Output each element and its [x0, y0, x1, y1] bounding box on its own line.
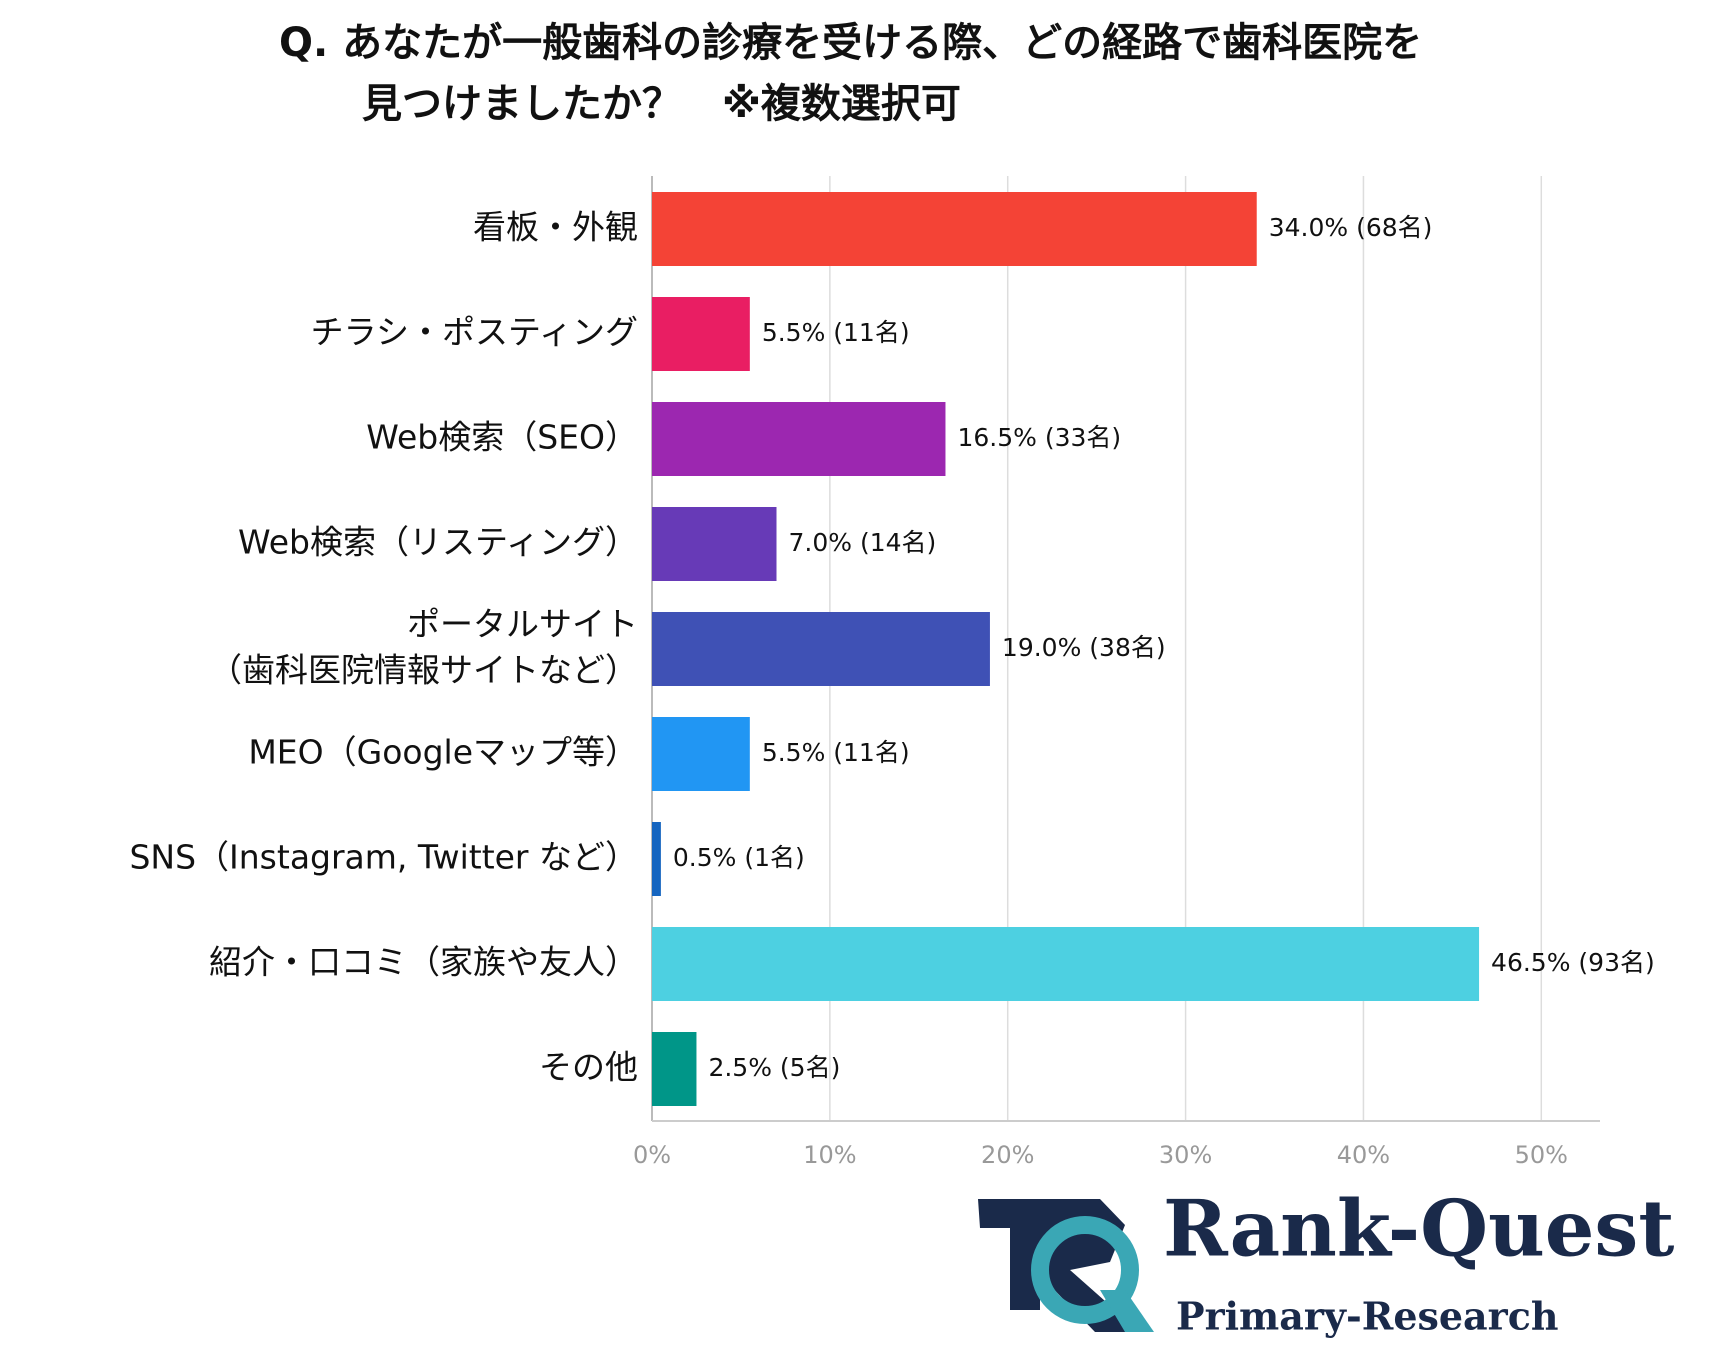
y-tick-label: SNS（Instagram, Twitter など） — [129, 838, 638, 877]
x-tick-label: 20% — [981, 1141, 1034, 1169]
bar — [652, 927, 1480, 1001]
x-tick-label: 0% — [633, 1141, 671, 1169]
bar — [652, 822, 661, 896]
chart-title: 見つけましたか？ ※複数選択可 — [362, 81, 961, 127]
logo-icon — [1031, 1216, 1139, 1324]
bar — [652, 612, 990, 686]
y-tick-label: ポータルサイト — [407, 605, 638, 644]
bar — [652, 192, 1257, 266]
y-tick-label: Web検索（SEO） — [366, 418, 638, 457]
x-tick-label: 30% — [1159, 1141, 1212, 1169]
bar — [652, 1032, 697, 1106]
value-label: 5.5% (11名) — [762, 318, 910, 347]
bar — [652, 297, 750, 371]
y-tick-label: チラシ・ポスティング — [311, 313, 638, 352]
logo-icon — [1100, 1290, 1154, 1332]
value-label: 7.0% (14名) — [789, 528, 937, 557]
x-tick-label: 10% — [803, 1141, 856, 1169]
y-tick-label: 紹介・口コミ（家族や友人） — [209, 943, 638, 982]
y-tick-label: MEO（Googleマップ等） — [248, 733, 638, 772]
bar — [652, 402, 946, 476]
value-label: 16.5% (33名) — [957, 423, 1121, 452]
value-label: 46.5% (93名) — [1491, 948, 1655, 977]
x-tick-label: 50% — [1515, 1141, 1568, 1169]
bar — [652, 507, 777, 581]
y-tick-label: 看板・外観 — [473, 208, 638, 247]
chart-title: Q. あなたが一般歯科の診療を受ける際、どの経路で歯科医院を — [279, 20, 1422, 66]
y-tick-label: Web検索（リスティング） — [238, 523, 638, 562]
value-label: 2.5% (5名) — [708, 1053, 840, 1082]
value-label: 34.0% (68名) — [1269, 213, 1433, 242]
logo-name: Rank-Quest — [1163, 1184, 1674, 1275]
bar — [652, 717, 750, 791]
value-label: 5.5% (11名) — [762, 738, 910, 767]
logo-tagline: Primary-Research — [1176, 1294, 1558, 1339]
value-label: 0.5% (1名) — [673, 843, 805, 872]
y-tick-label: （歯科医院情報サイトなど） — [209, 651, 638, 690]
value-label: 19.0% (38名) — [1002, 633, 1166, 662]
x-tick-label: 40% — [1337, 1141, 1390, 1169]
y-tick-label: その他 — [539, 1048, 638, 1087]
logo: Rank-Quest Primary-Research — [978, 1184, 1674, 1339]
